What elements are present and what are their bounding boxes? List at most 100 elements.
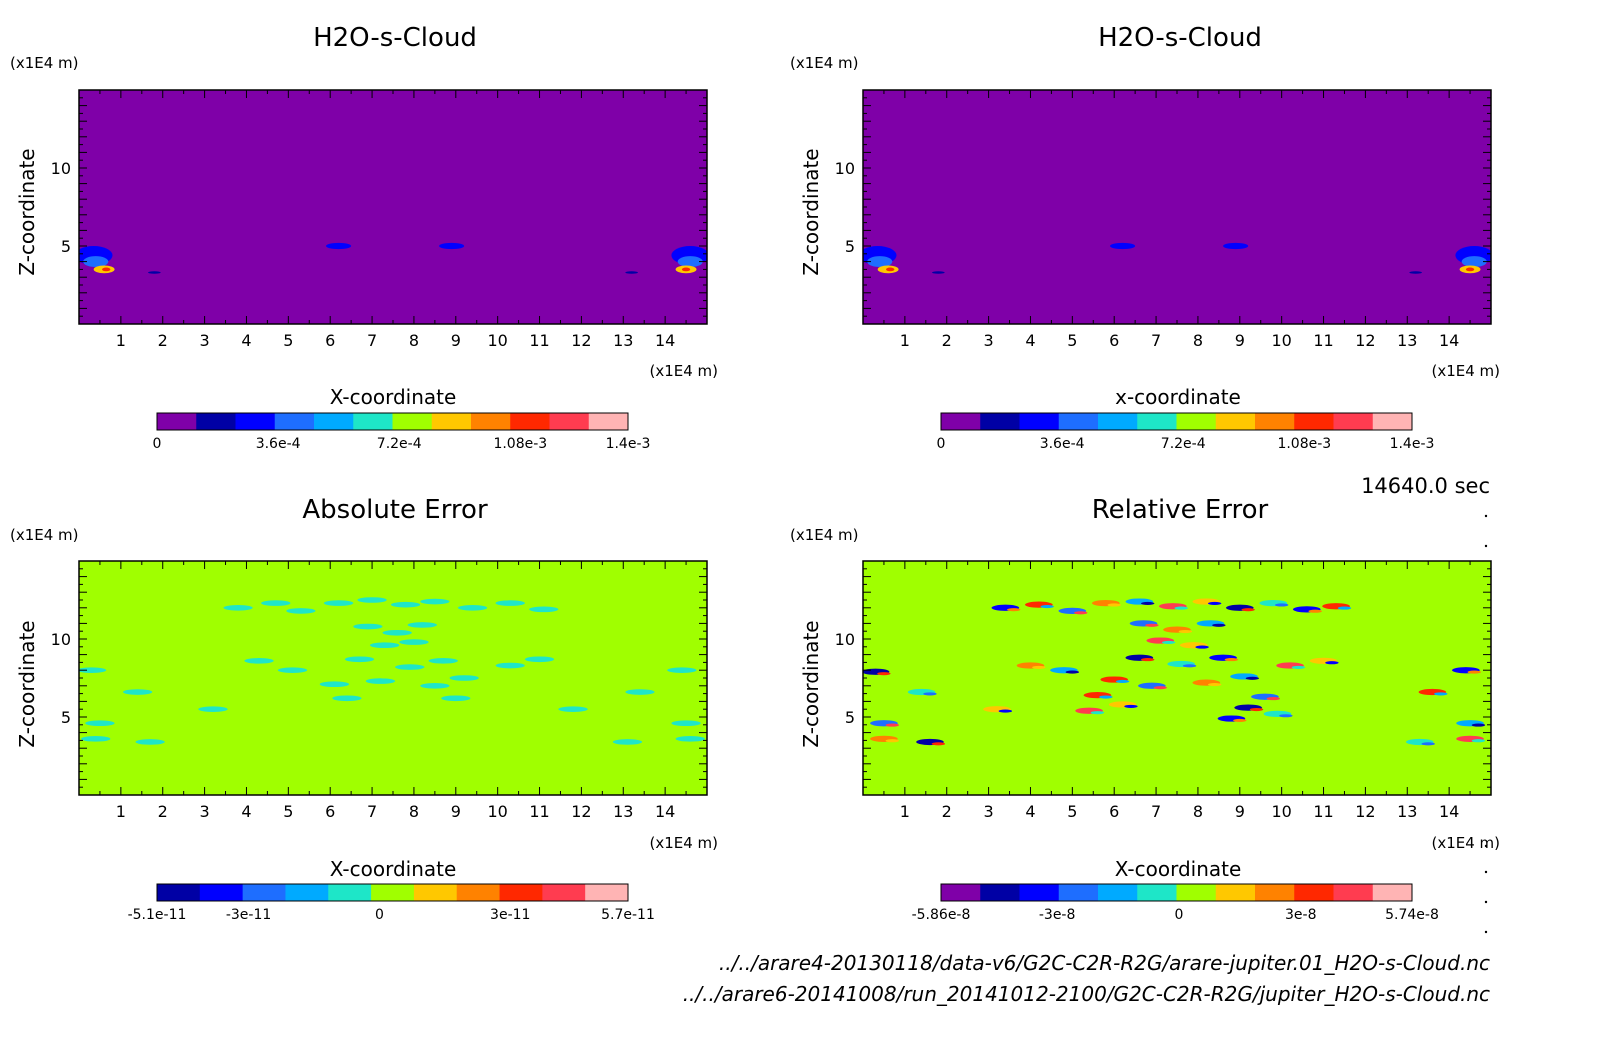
heatmap-contour	[495, 662, 525, 669]
colorbar-swatch	[1019, 413, 1060, 430]
colorbar-swatch	[1372, 884, 1413, 901]
colorbar-swatch	[371, 884, 415, 901]
heatmap-contour	[365, 678, 396, 684]
heatmap-contour	[612, 739, 643, 745]
colorbar-swatch	[1215, 884, 1256, 901]
x-tick-label: 8	[409, 802, 419, 821]
heatmap-field	[863, 242, 1491, 274]
heatmap-contour	[886, 267, 895, 272]
x-tick-label: 11	[1313, 802, 1333, 821]
x-tick-label: 12	[571, 331, 591, 350]
x-tick-label: 6	[325, 331, 335, 350]
colorbar-swatch	[157, 884, 201, 901]
heatmap-contour	[1409, 271, 1422, 274]
heatmap-contour	[286, 608, 316, 614]
x-tick-label: 7	[1151, 802, 1161, 821]
heatmap-contour	[449, 675, 479, 681]
heatmap-contour	[79, 667, 107, 674]
colorbar-swatch	[941, 413, 981, 430]
x-tick-label: 14	[1439, 331, 1459, 350]
colorbar-frame	[156, 412, 629, 431]
heatmap-contour	[1124, 704, 1138, 708]
colorbar: 0 3.6e-4 7.2e-4 1.08e-3 1.4e-3	[153, 412, 650, 452]
colorbar-tick-label: 3e-8	[1285, 907, 1316, 923]
heatmap-contour	[102, 267, 111, 272]
x-tick-label: 3	[984, 331, 994, 350]
panel-title: Relative Error	[1092, 495, 1269, 525]
colorbar-swatch	[1058, 413, 1099, 430]
colorbar-swatch	[328, 884, 372, 901]
heatmap-contour	[420, 682, 450, 689]
colorbar-tick-label: -3e-8	[1039, 907, 1076, 923]
colorbar-swatch	[980, 884, 1020, 901]
heatmap-contour	[998, 709, 1013, 713]
colorbar-swatch	[1294, 413, 1334, 430]
heatmap-contour	[85, 720, 115, 727]
heatmap-contour	[1182, 664, 1197, 668]
x-tick-label: 6	[1109, 802, 1119, 821]
panel-title: H2O-s-Cloud	[1098, 23, 1262, 53]
heatmap-contour	[1110, 242, 1136, 250]
x-tick-label: 13	[1397, 331, 1417, 350]
x-tick-label: 9	[451, 802, 461, 821]
heatmap-contour	[1212, 623, 1226, 627]
x-tick-label: 6	[1109, 331, 1119, 350]
x-tick-label: 14	[1439, 802, 1459, 821]
heatmap-contour	[1224, 658, 1239, 662]
heatmap-contour	[1241, 608, 1255, 612]
x-tick-label: 11	[529, 802, 549, 821]
panel-title: H2O-s-Cloud	[313, 23, 477, 53]
colorbar-swatch	[542, 884, 586, 901]
y-tick-label: 10	[51, 159, 71, 178]
panel-h2o-cloud-2: H2O-s-Cloud (x1E4 m) 1 2 3 4 5 6 7 8 9 10 11 12 13 14…	[790, 23, 1500, 452]
x-tick-label: 1	[900, 802, 910, 821]
panel-relative-error: Relative Error (x1E4 m) 1 2 3 4 5 6 7 8 9 10 11 12 1…	[790, 495, 1500, 923]
x-tick-label: 12	[1355, 802, 1375, 821]
colorbar-tick-label: 7.2e-4	[1161, 436, 1206, 452]
x-tick-label: 12	[1355, 331, 1375, 350]
colorbar-swatch	[1215, 413, 1256, 430]
heatmap-contour	[326, 242, 352, 250]
panel-title: Absolute Error	[302, 495, 488, 525]
heatmap-contour	[1465, 267, 1475, 272]
heatmap-contour	[148, 271, 161, 274]
colorbar-swatch	[1137, 884, 1177, 901]
heatmap-field	[863, 598, 1486, 746]
heatmap-contour	[885, 723, 900, 727]
colorbar-swatch	[199, 884, 244, 901]
y-unit-label: (x1E4 m)	[10, 54, 79, 72]
file-path-1: ../../arare4-20130118/data-v6/G2C-C2R-R2…	[719, 951, 1490, 975]
heatmap-contour	[369, 642, 400, 649]
colorbar-swatch	[456, 884, 501, 901]
x-axis-label: X-coordinate	[330, 385, 457, 409]
x-unit-label: (x1E4 m)	[649, 834, 718, 852]
heatmap-contour	[923, 692, 937, 696]
heatmap-contour	[529, 606, 559, 613]
heatmap-contour	[524, 656, 555, 663]
heatmap-contour	[344, 656, 375, 663]
y-tick-label: 10	[835, 159, 855, 178]
x-tick-label: 1	[900, 331, 910, 350]
heatmap-contour	[332, 695, 362, 702]
colorbar-swatch	[392, 413, 433, 430]
heatmap-contour	[1249, 707, 1264, 712]
x-tick-label: 13	[613, 802, 633, 821]
heatmap-contour	[1099, 695, 1113, 699]
y-axis-label: Z-coordinate	[799, 620, 823, 747]
heatmap-contour	[671, 720, 701, 727]
heatmap-contour	[357, 597, 387, 603]
time-label: 14640.0 sec	[1361, 474, 1490, 498]
heatmap-contour	[457, 604, 488, 611]
heatmap-background	[79, 561, 707, 795]
x-axis-label: X-coordinate	[1115, 857, 1242, 881]
x-tick-label: 3	[984, 802, 994, 821]
heatmap-contour	[681, 267, 691, 272]
heatmap-contour	[677, 256, 703, 268]
heatmap-contour	[81, 736, 111, 742]
heatmap-contour	[407, 622, 437, 628]
heatmap-contour	[319, 681, 350, 688]
colorbar-swatch	[1098, 413, 1138, 430]
colorbar-swatch	[1372, 413, 1413, 430]
y-tick-label: 5	[845, 708, 855, 727]
